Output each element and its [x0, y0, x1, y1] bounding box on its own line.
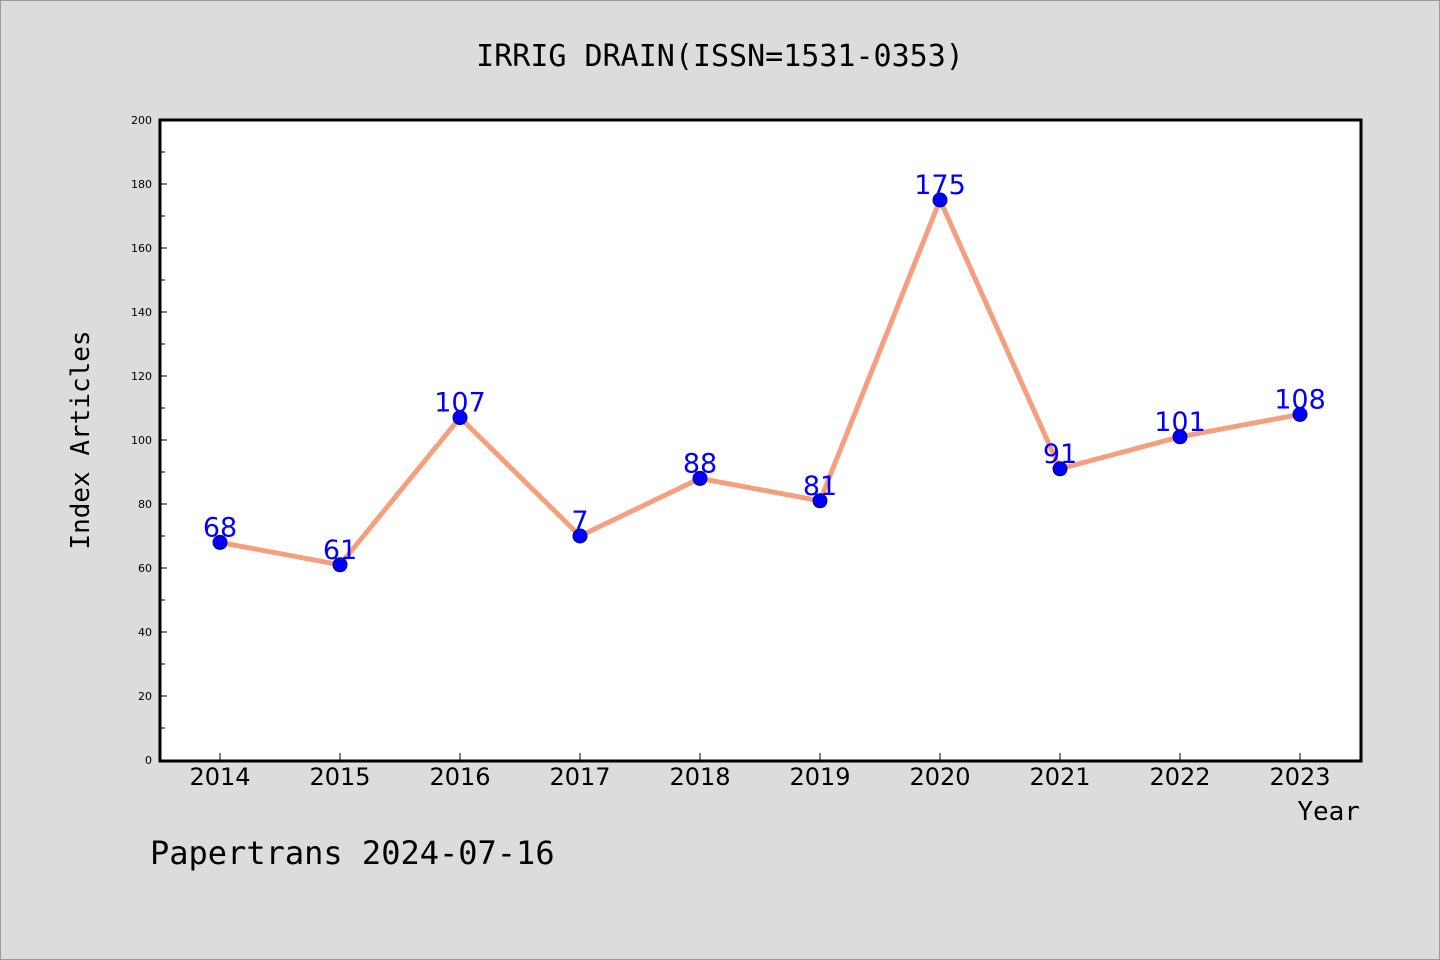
y-tick-label: 80: [138, 498, 152, 511]
data-point: [452, 410, 468, 426]
data-label: 61: [323, 535, 357, 566]
y-tick-label: 160: [131, 242, 152, 255]
data-label: 108: [1274, 384, 1326, 415]
data-label: 107: [434, 388, 486, 419]
x-tick-label: 2022: [1149, 763, 1210, 791]
y-tick-label: 200: [131, 114, 152, 127]
series-line: [219, 197, 1301, 568]
y-tick-label: 100: [131, 434, 152, 447]
data-point: [692, 470, 708, 486]
data-label: 101: [1154, 407, 1206, 438]
y-tick-label: 120: [131, 370, 152, 383]
y-tick-label: 40: [138, 626, 152, 639]
data-point: [572, 528, 588, 544]
data-point: [812, 493, 828, 509]
x-axis: 2014 2015 2016 2017 2018 2019 2020 2021 2022 2023: [189, 753, 1331, 791]
data-label: 7: [571, 506, 588, 537]
y-tick-label: 180: [131, 178, 152, 191]
data-point: [1052, 461, 1068, 477]
x-tick-label: 2019: [789, 763, 850, 791]
data-point: [1292, 406, 1308, 422]
x-axis-label: Year: [1297, 797, 1360, 827]
y-tick-label: 0: [145, 754, 152, 767]
x-tick-label: 2017: [549, 763, 610, 791]
series-line-group: 68 61 107 7 88 81 175 91 101 108: [203, 170, 1326, 573]
data-label: 68: [203, 512, 237, 543]
y-tick-label: 140: [131, 306, 152, 319]
data-label: 175: [914, 170, 966, 201]
x-tick-label: 2018: [669, 763, 730, 791]
data-point: [212, 534, 228, 550]
footer-watermark: Papertrans 2024-07-16: [150, 834, 555, 872]
chart-title: IRRIG DRAIN(ISSN=1531-0353): [476, 39, 964, 74]
x-tick-label: 2021: [1029, 763, 1090, 791]
data-point: [1172, 429, 1188, 445]
data-label: 91: [1043, 439, 1077, 470]
data-label: 81: [803, 471, 837, 502]
y-tick-label: 60: [138, 562, 152, 575]
data-point: [932, 192, 948, 208]
y-axis: 0 20 40 60 80 100 120 140 160 180 200: [131, 114, 167, 767]
x-tick-label: 2020: [909, 763, 970, 791]
x-tick-label: 2015: [309, 763, 370, 791]
y-axis-label: Index Articles: [66, 330, 96, 549]
x-tick-label: 2023: [1269, 763, 1330, 791]
y-tick-label: 20: [138, 690, 152, 703]
data-point: [332, 557, 348, 573]
data-label: 88: [683, 448, 717, 479]
x-tick-label: 2014: [189, 763, 250, 791]
x-tick-label: 2016: [429, 763, 490, 791]
